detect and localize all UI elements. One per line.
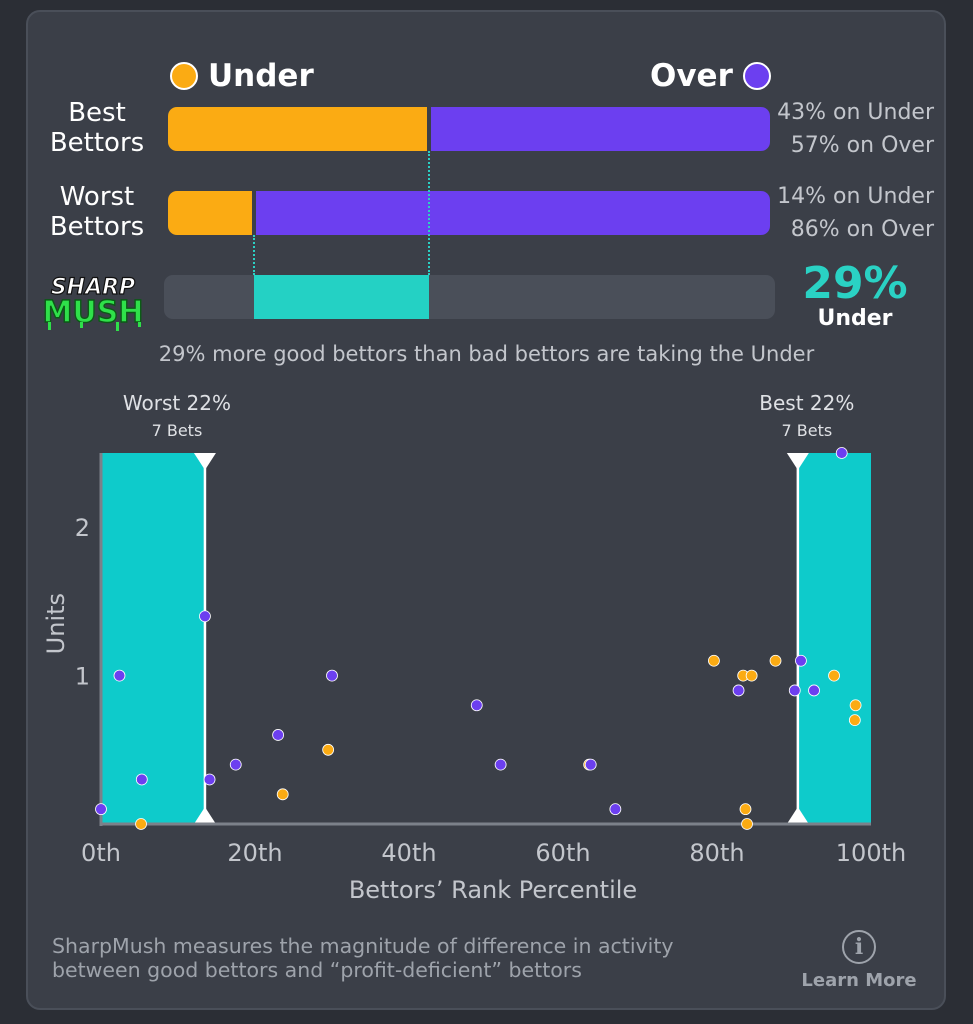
over-point xyxy=(470,699,483,712)
under-point xyxy=(769,654,782,667)
legend-over: Over xyxy=(650,58,771,94)
over-point xyxy=(272,729,285,741)
worst-under-segment xyxy=(168,191,253,235)
y-tick-label: 1 xyxy=(75,663,90,691)
under-point xyxy=(708,654,720,667)
over-point xyxy=(113,669,126,682)
under-point xyxy=(739,803,752,816)
over-point xyxy=(808,684,820,697)
x-tick-label: 100th xyxy=(836,839,906,867)
legend-over-label: Over xyxy=(650,58,733,94)
over-point xyxy=(326,669,338,682)
over-point xyxy=(95,803,107,816)
best-over-pct: 57% on Over xyxy=(790,133,934,158)
x-tick-label: 0th xyxy=(81,839,121,867)
best-under-marker-line xyxy=(427,151,430,275)
sharpmush-logo: SHARP MUSH xyxy=(42,274,144,331)
under-point xyxy=(745,669,758,682)
worst-label-line1: Worst xyxy=(59,182,135,212)
x-tick-label: 60th xyxy=(535,839,590,867)
over-point xyxy=(835,447,848,459)
x-tick-label: 20th xyxy=(227,839,282,867)
under-point xyxy=(322,743,335,756)
legend-under: Under xyxy=(170,58,314,94)
footer-line1: SharpMush measures the magnitude of diff… xyxy=(52,934,674,958)
over-point xyxy=(494,758,507,771)
sharpmush-value: 29% xyxy=(802,258,908,309)
learn-more-label: Learn More xyxy=(801,970,917,991)
worst-label-line2: Bettors xyxy=(49,212,145,242)
best-label-line1: Best xyxy=(68,98,126,128)
x-axis-title: Bettors’ Rank Percentile xyxy=(349,876,637,904)
worst-over-segment xyxy=(256,191,770,235)
x-tick-label: 40th xyxy=(381,839,436,867)
over-point xyxy=(229,758,242,771)
sharpmush-difference-fill xyxy=(254,275,429,319)
x-tick-label: 80th xyxy=(689,839,744,867)
legend-under-label: Under xyxy=(208,58,314,94)
y-tick-label: 2 xyxy=(75,514,90,542)
learn-more-button[interactable]: i Learn More xyxy=(800,930,918,991)
best-bettors-percentages: 43% on Under 57% on Over xyxy=(772,96,934,162)
over-point xyxy=(788,684,801,697)
over-dot-icon xyxy=(742,62,771,90)
worst-over-pct: 86% on Over xyxy=(790,217,934,242)
over-point xyxy=(609,803,622,816)
best-bettors-label: Best Bettors xyxy=(30,98,164,158)
svg-text:MUSH: MUSH xyxy=(43,295,144,330)
over-point xyxy=(732,684,745,697)
best-label-line2: Bettors xyxy=(49,128,145,158)
worst-region-label: Worst 22% xyxy=(123,391,231,415)
under-point xyxy=(135,818,147,830)
best-bettors-bar xyxy=(168,107,770,151)
worst-region-sublabel: 7 Bets xyxy=(152,421,203,440)
under-point xyxy=(741,818,753,830)
over-point xyxy=(199,610,211,623)
under-point xyxy=(849,699,862,712)
sharpmush-side: Under xyxy=(817,306,893,331)
under-point xyxy=(276,788,289,801)
best-top-marker-icon xyxy=(786,453,809,470)
under-point xyxy=(828,669,840,682)
best-under-segment xyxy=(168,107,427,151)
footer-line2: between good bettors and “profit-deficie… xyxy=(52,958,582,982)
summary-text: 29% more good bettors than bad bettors a… xyxy=(158,342,815,366)
worst-region-band xyxy=(101,453,205,824)
under-point xyxy=(848,714,861,727)
worst-top-marker-icon xyxy=(193,453,216,470)
svg-text:SHARP: SHARP xyxy=(51,275,135,300)
worst-under-pct: 14% on Under xyxy=(777,184,934,209)
best-region-sublabel: 7 Bets xyxy=(781,421,832,440)
worst-under-marker-line xyxy=(253,235,256,275)
best-under-pct: 43% on Under xyxy=(777,100,934,125)
best-over-segment xyxy=(430,107,770,151)
over-point xyxy=(135,773,148,786)
over-point xyxy=(203,773,216,786)
over-point xyxy=(584,758,597,771)
over-point xyxy=(795,654,807,667)
footer-description: SharpMush measures the magnitude of diff… xyxy=(52,934,772,982)
best-region-band xyxy=(797,453,871,824)
worst-bottom-marker-icon xyxy=(193,807,216,824)
worst-bettors-percentages: 14% on Under 86% on Over xyxy=(772,180,934,246)
y-axis-title: Units xyxy=(42,593,70,654)
info-icon: i xyxy=(842,930,876,964)
under-dot-icon xyxy=(170,62,198,90)
worst-bettors-bar xyxy=(168,191,770,235)
best-region-label: Best 22% xyxy=(759,391,854,415)
best-bottom-marker-icon xyxy=(786,807,809,824)
worst-bettors-label: Worst Bettors xyxy=(30,182,164,242)
